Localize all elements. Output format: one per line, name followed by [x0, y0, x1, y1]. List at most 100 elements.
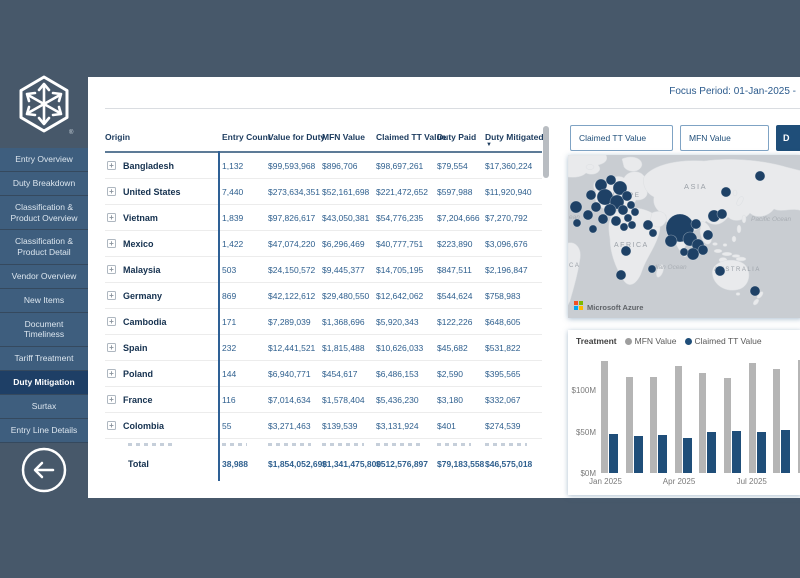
expand-plus-icon[interactable]: +	[107, 291, 116, 300]
expand-plus-icon[interactable]: +	[107, 187, 116, 196]
bubble-map[interactable]: EUROPE ASIA AFRICA AUSTRALIA Pacific Ocean In…	[568, 155, 800, 318]
column-header-claimed-tt-value[interactable]: Claimed TT Value	[376, 132, 447, 142]
column-header-origin[interactable]: Origin	[105, 132, 131, 142]
claimed-tt-value-bar[interactable]	[781, 429, 791, 473]
map-bubble[interactable]	[754, 170, 766, 182]
sort-descending-icon[interactable]: ▼	[486, 142, 492, 148]
map-bubble[interactable]	[605, 174, 617, 186]
map-data-bubbles[interactable]	[569, 170, 766, 297]
column-header-duty-mitigated[interactable]: Duty Mitigated	[485, 132, 544, 142]
sidebar-item-vendor-overview[interactable]: Vendor Overview	[0, 264, 88, 289]
table-row-malaysia[interactable]: + Malaysia 503 $24,150,572 $9,445,377 $14,705…	[105, 257, 542, 283]
world-map-card[interactable]: EUROPE ASIA AFRICA AUSTRALIA Pacific Ocean In…	[568, 155, 800, 318]
duty-filter-button[interactable]: D	[776, 125, 800, 151]
table-row-france[interactable]: + France 116 $7,014,634 $1,578,404 $5,436,230…	[105, 387, 542, 413]
expand-plus-icon[interactable]: +	[107, 343, 116, 352]
table-row-spain[interactable]: + Spain 232 $12,441,521 $1,815,488 $10,626,03…	[105, 335, 542, 361]
mfn-value-bar[interactable]	[601, 360, 608, 473]
claimed-tt-value-bar[interactable]	[682, 438, 692, 473]
claimed-tt-value-bar[interactable]	[658, 434, 668, 473]
claimed-tt-value-bar[interactable]	[609, 433, 618, 473]
map-bubble[interactable]	[620, 245, 632, 257]
sidebar-item-classification-product-detail[interactable]: Classification & Product Detail	[0, 230, 88, 265]
table-row-germany[interactable]: + Germany 869 $42,122,612 $29,480,550 $12,642…	[105, 283, 542, 309]
expand-plus-icon[interactable]: +	[107, 239, 116, 248]
map-bubble[interactable]	[617, 204, 629, 216]
map-bubble[interactable]	[642, 219, 654, 231]
bar-chart-plot[interactable]: $0M $50M $100M Jan 2025 Apr 2025 Jul 2025	[568, 354, 800, 495]
map-bubble[interactable]	[749, 285, 761, 297]
map-bubble[interactable]	[569, 200, 583, 214]
sidebar-item-entry-line-details[interactable]: Entry Line Details	[0, 418, 88, 443]
mfn-value-bar[interactable]	[699, 373, 707, 473]
map-bubble[interactable]	[585, 189, 597, 201]
table-row-colombia[interactable]: + Colombia 55 $3,271,463 $139,539 $3,131,924 $…	[105, 413, 542, 439]
table-row-poland[interactable]: + Poland 144 $6,940,771 $454,617 $6,486,153 $2…	[105, 361, 542, 387]
map-bubble[interactable]	[603, 203, 617, 217]
sidebar-item-entry-overview[interactable]: Entry Overview	[0, 148, 88, 172]
map-bubble[interactable]	[597, 213, 609, 225]
legend-item-mfn[interactable]: MFN Value	[624, 336, 677, 346]
mfn-value-bar[interactable]	[773, 369, 781, 473]
claimed-tt-value-bar[interactable]	[707, 431, 717, 473]
legend-item-claimed-tt[interactable]: Claimed TT Value	[684, 336, 762, 346]
map-bubble[interactable]	[714, 265, 726, 277]
map-bubble[interactable]	[612, 180, 628, 196]
table-row-vietnam[interactable]: + Vietnam 1,839 $97,826,617 $43,050,381 $54,7…	[105, 205, 542, 231]
map-bubble[interactable]	[686, 247, 700, 261]
map-bubble[interactable]	[590, 201, 602, 213]
sidebar-item-tariff-treatment[interactable]: Tariff Treatment	[0, 346, 88, 371]
table-row-bangladesh[interactable]: + Bangladesh 1,132 $99,593,968 $896,706 $98,6…	[105, 153, 542, 179]
map-bubble[interactable]	[679, 247, 689, 257]
sidebar-item-duty-mitigation[interactable]: Duty Mitigation	[0, 370, 88, 395]
map-bubble[interactable]	[621, 190, 633, 202]
map-bubble[interactable]	[626, 200, 636, 210]
map-bubble[interactable]	[647, 264, 657, 274]
map-bubble[interactable]	[623, 213, 633, 223]
claimed-tt-value-bar[interactable]	[756, 431, 766, 473]
map-bubble[interactable]	[615, 269, 627, 281]
map-bubble[interactable]	[664, 234, 678, 248]
map-bubble[interactable]	[648, 228, 658, 238]
sidebar-item-document-timeliness[interactable]: Document Timeliness	[0, 312, 88, 347]
expand-plus-icon[interactable]: +	[107, 161, 116, 170]
map-bubble[interactable]	[627, 220, 637, 230]
expand-plus-icon[interactable]: +	[107, 213, 116, 222]
mfn-value-bar[interactable]	[650, 376, 658, 473]
column-header-duty-paid[interactable]: Duty Paid	[437, 132, 477, 142]
claimed-tt-value-filter-input[interactable]	[570, 125, 673, 151]
expand-plus-icon[interactable]: +	[107, 317, 116, 326]
mfn-value-filter-input[interactable]	[680, 125, 769, 151]
back-button[interactable]	[20, 446, 68, 494]
claimed-tt-value-bar[interactable]	[633, 435, 643, 473]
map-bubble[interactable]	[582, 209, 594, 221]
map-bubble[interactable]	[610, 215, 622, 227]
column-header-mfn-value[interactable]: MFN Value	[322, 132, 365, 142]
mfn-value-bar[interactable]	[797, 360, 800, 473]
table-row-cambodia[interactable]: + Cambodia 171 $7,289,039 $1,368,696 $5,920,3…	[105, 309, 542, 335]
table-scrollbar[interactable]	[543, 126, 549, 178]
column-header-value-for-duty[interactable]: Value for Duty	[268, 132, 326, 142]
map-bubble[interactable]	[690, 218, 702, 230]
mfn-value-bar[interactable]	[724, 378, 731, 473]
expand-plus-icon[interactable]: +	[107, 369, 116, 378]
mfn-value-bar[interactable]	[625, 376, 633, 473]
expand-plus-icon[interactable]: +	[107, 265, 116, 274]
sidebar-item-new-items[interactable]: New Items	[0, 288, 88, 313]
map-bubble[interactable]	[720, 186, 732, 198]
mfn-value-bar[interactable]	[674, 365, 682, 473]
map-bubble[interactable]	[630, 207, 640, 217]
expand-plus-icon[interactable]: +	[107, 421, 116, 430]
sidebar-item-duty-breakdown[interactable]: Duty Breakdown	[0, 172, 88, 196]
table-row-united-states[interactable]: + United States 7,440 $273,634,351 $52,161,6…	[105, 179, 542, 205]
table-row-mexico[interactable]: + Mexico 1,422 $47,074,220 $6,296,469 $40,777…	[105, 231, 542, 257]
claimed-tt-value-bar[interactable]	[732, 430, 741, 473]
map-bubble[interactable]	[588, 224, 598, 234]
map-bubble[interactable]	[697, 244, 709, 256]
map-bubble[interactable]	[716, 208, 728, 220]
expand-plus-icon[interactable]: +	[107, 395, 116, 404]
mfn-value-bar[interactable]	[748, 362, 756, 473]
sidebar-item-surtax[interactable]: Surtax	[0, 394, 88, 419]
map-bubble[interactable]	[702, 229, 714, 241]
sidebar-item-classification-product-overview[interactable]: Classification & Product Overview	[0, 196, 88, 231]
